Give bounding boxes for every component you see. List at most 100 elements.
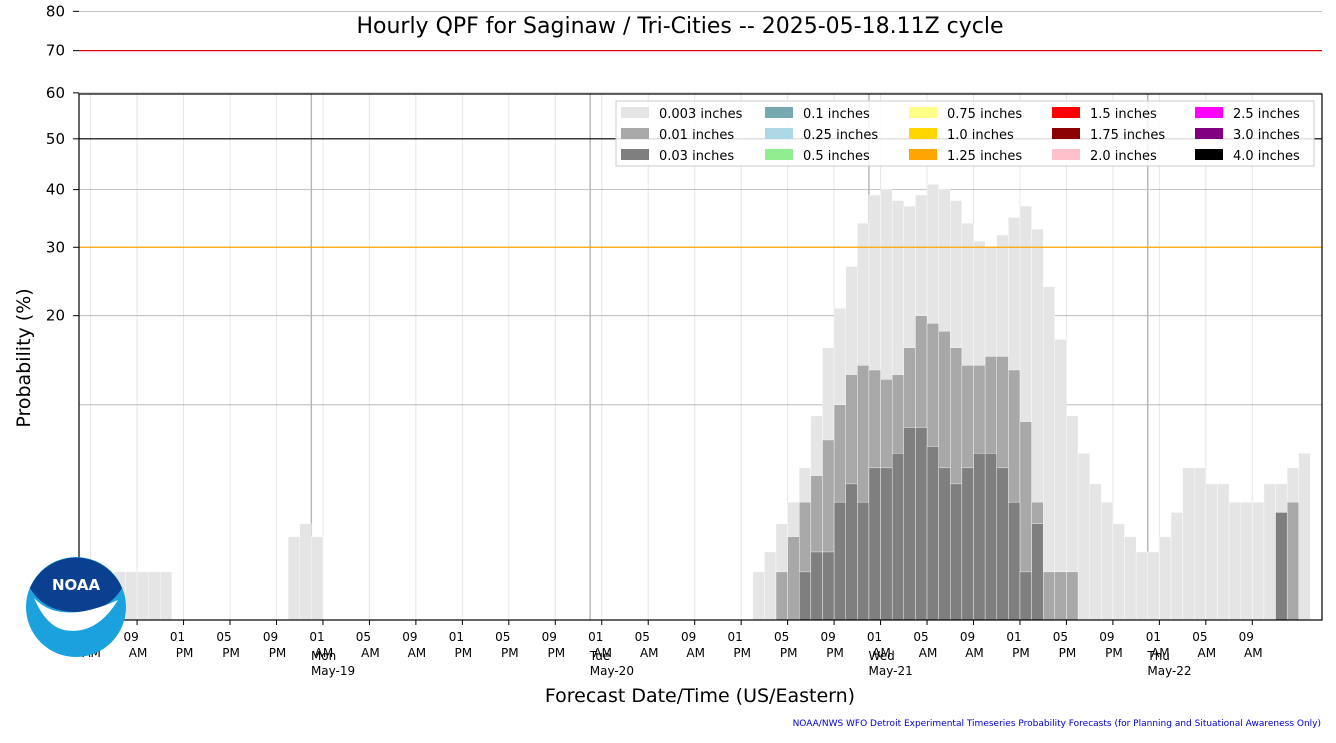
x-tick-ampm: PM: [269, 646, 287, 660]
bar: [926, 446, 939, 621]
bar: [125, 571, 138, 621]
bar: [287, 536, 300, 621]
x-tick-ampm: AM: [315, 646, 334, 660]
x-tick-ampm: AM: [965, 646, 984, 660]
noaa-logo: NOAA: [26, 557, 126, 657]
x-tick-time: 01: [170, 630, 185, 644]
legend-label: 1.25 inches: [947, 149, 1022, 164]
legend-label: 0.01 inches: [659, 128, 734, 143]
plot-frame: [78, 93, 1323, 621]
bar: [973, 453, 986, 621]
bar: [1205, 483, 1218, 621]
x-tick-ampm: AM: [1198, 646, 1217, 660]
y-tick-label: 60: [46, 84, 65, 102]
bar: [1170, 512, 1183, 621]
x-axis-label: Forecast Date/Time (US/Eastern): [545, 685, 855, 707]
bar: [1252, 501, 1265, 621]
y-tick-label: 50: [46, 130, 65, 148]
x-tick-ampm: PM: [780, 646, 798, 660]
bar: [868, 467, 881, 621]
y-tick-label: 40: [46, 181, 65, 199]
x-tick-time: 09: [542, 630, 557, 644]
bar: [1101, 501, 1114, 621]
bar: [1019, 571, 1032, 621]
x-tick-ampm: PM: [826, 646, 844, 660]
bar: [833, 501, 846, 621]
bar: [1298, 453, 1311, 621]
bar: [1031, 523, 1044, 621]
legend-swatch: [1195, 149, 1223, 160]
bar: [1042, 286, 1056, 621]
x-tick-time: 05: [216, 630, 231, 644]
bar: [1008, 501, 1021, 621]
legend-swatch: [765, 128, 793, 139]
x-tick-time: 01: [1146, 630, 1161, 644]
x-tick-day: Tue: [589, 649, 611, 663]
x-tick-time: 01: [1006, 630, 1021, 644]
bar: [1263, 483, 1276, 621]
x-tick-time: 09: [1239, 630, 1254, 644]
bar: [857, 501, 870, 621]
legend-label: 1.0 inches: [947, 128, 1014, 143]
x-tick-date: May-19: [311, 664, 355, 678]
legend-label: 2.0 inches: [1090, 149, 1157, 164]
legend-swatch: [765, 107, 793, 118]
bar: [1240, 501, 1253, 621]
x-tick-ampm: AM: [640, 646, 659, 660]
x-tick-time: 05: [1053, 630, 1068, 644]
legend-label: 3.0 inches: [1233, 128, 1300, 143]
logo-top: [30, 557, 122, 612]
x-tick-date: May-22: [1147, 664, 1191, 678]
x-tick-ampm: PM: [222, 646, 240, 660]
x-tick-time: 01: [867, 630, 882, 644]
x-tick-ampm: AM: [593, 646, 612, 660]
x-tick-time: 01: [309, 630, 324, 644]
x-tick-time: 05: [635, 630, 650, 644]
bar: [1194, 467, 1207, 621]
x-tick-time: 09: [123, 630, 138, 644]
bar: [1124, 536, 1137, 621]
x-tick-date: May-20: [590, 664, 634, 678]
x-tick-time: 09: [820, 630, 835, 644]
legend-label: 1.75 inches: [1090, 128, 1165, 143]
y-tick-label: 30: [46, 238, 65, 256]
bar: [845, 483, 858, 621]
y-axis-label: Probability (%): [13, 288, 35, 427]
x-tick-ampm: PM: [733, 646, 751, 660]
legend-swatch: [1052, 107, 1080, 118]
x-tick-time: 01: [588, 630, 603, 644]
x-tick-ampm: PM: [1012, 646, 1030, 660]
x-tick-time: 05: [774, 630, 789, 644]
bar: [787, 536, 800, 621]
bar: [160, 571, 173, 621]
x-tick-ampm: AM: [1244, 646, 1263, 660]
bar: [1182, 467, 1195, 621]
bar: [1066, 571, 1079, 621]
bar: [299, 523, 312, 621]
bar: [891, 453, 904, 621]
bar: [1228, 501, 1241, 621]
x-tick-ampm: PM: [547, 646, 565, 660]
bar: [1286, 501, 1299, 621]
legend-swatch: [621, 128, 649, 139]
bar: [775, 571, 788, 621]
bar: [984, 453, 997, 621]
y-axis-ticks: 2030405060708090: [46, 2, 79, 325]
bar: [915, 427, 928, 621]
legend-label: 0.75 inches: [947, 107, 1022, 122]
legend-label: 0.03 inches: [659, 149, 734, 164]
grid: [79, 10, 1322, 620]
bar: [961, 467, 974, 621]
legend-swatch: [621, 149, 649, 160]
x-tick-ampm: PM: [455, 646, 473, 660]
bar: [1042, 571, 1056, 621]
bar: [938, 467, 951, 621]
bar: [903, 427, 916, 621]
bar: [1112, 523, 1125, 621]
y-tick-label: 80: [46, 2, 65, 20]
bar: [1217, 483, 1230, 621]
legend-swatch: [765, 149, 793, 160]
x-tick-time: 05: [1192, 630, 1207, 644]
legend-swatch: [1052, 149, 1080, 160]
bar: [799, 571, 812, 621]
